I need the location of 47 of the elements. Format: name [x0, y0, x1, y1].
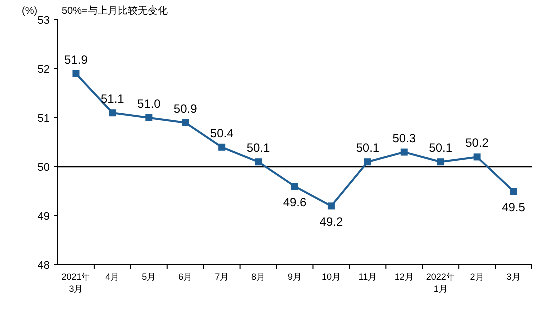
text: 49.2 — [320, 215, 344, 230]
y-tick-label: 50 — [38, 162, 50, 174]
text: 50.1 — [356, 141, 380, 156]
text: 50.4 — [210, 126, 234, 140]
x-tick-label: 7月 — [215, 272, 230, 282]
text: 50.1 — [429, 141, 453, 156]
text: 50.1 — [246, 141, 270, 156]
point — [292, 183, 298, 190]
y-axis-title: (%) — [22, 6, 38, 17]
x-tick-label: 11月 — [358, 272, 378, 282]
text: 49.5 — [502, 200, 526, 214]
x-tick-label: 2021年 3月 — [62, 272, 91, 294]
point — [72, 70, 80, 78]
x-tick-label: 12月 — [394, 272, 414, 282]
point — [109, 110, 116, 117]
x-tick-label: 2月 — [470, 272, 484, 282]
x-tick-label: 8月 — [252, 272, 266, 282]
y-tick-label: 51 — [38, 113, 50, 125]
point — [437, 158, 444, 166]
point — [400, 148, 408, 156]
x-tick-label: 6月 — [178, 272, 193, 282]
y-tick-label: 49 — [38, 211, 50, 223]
text: 50.2 — [466, 136, 489, 150]
x-tick-label: 10月 — [322, 272, 341, 282]
y-tick-label: 48 — [38, 260, 50, 272]
text: 50.3 — [392, 131, 416, 146]
x-tick-label: 3月 — [506, 272, 521, 282]
point — [218, 144, 226, 151]
text: 50.9 — [174, 102, 198, 116]
text: 50%=与上月比较无变化 — [62, 5, 168, 17]
x-tick-label: 5月 — [142, 272, 156, 282]
x-tick-label: 9月 — [288, 272, 302, 282]
point — [255, 158, 262, 166]
x-tick-label: 2022年 1月 — [426, 272, 456, 294]
text: 51.0 — [137, 97, 161, 111]
point — [474, 154, 481, 161]
y-tick-label: 52 — [38, 64, 50, 76]
text: 51.1 — [101, 92, 124, 106]
text: 51.9 — [64, 52, 88, 67]
text: 49.6 — [283, 196, 307, 210]
point — [146, 114, 153, 122]
point — [328, 202, 335, 210]
point — [364, 158, 372, 166]
point — [182, 119, 190, 126]
x-tick-label: 4月 — [106, 272, 120, 282]
y-tick-label: 53 — [38, 15, 50, 27]
point — [510, 188, 518, 195]
